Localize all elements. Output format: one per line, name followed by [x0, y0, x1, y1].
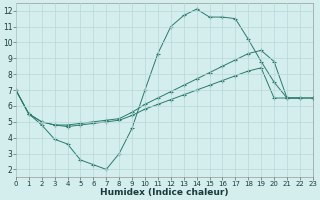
X-axis label: Humidex (Indice chaleur): Humidex (Indice chaleur): [100, 188, 228, 197]
